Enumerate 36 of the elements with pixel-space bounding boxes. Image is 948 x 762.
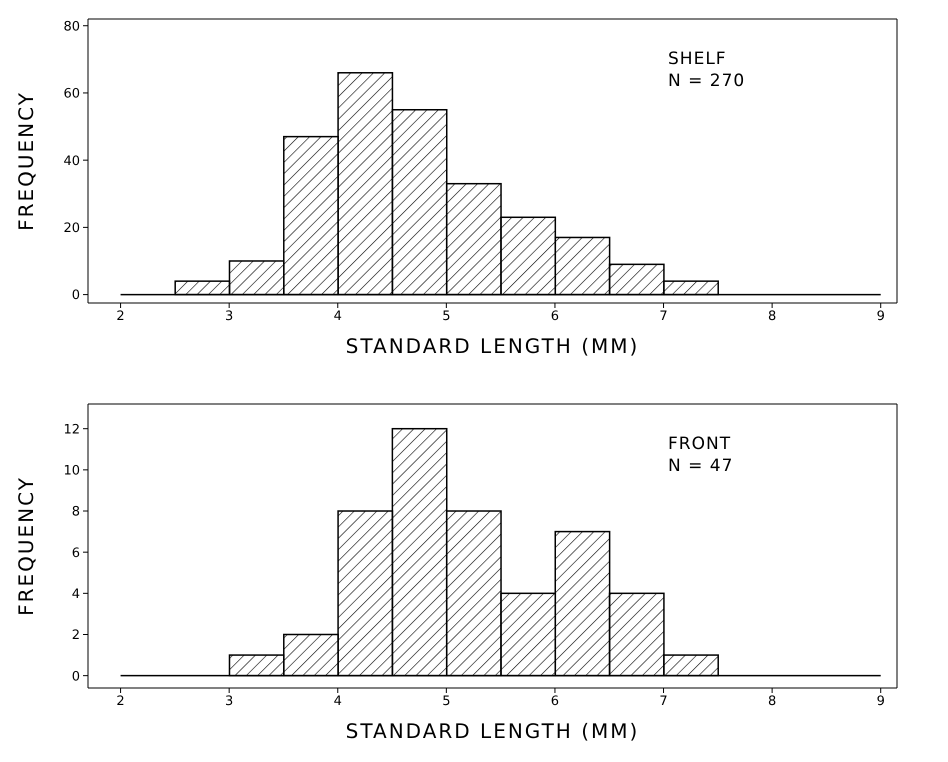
x-tick-label: 7 — [659, 309, 668, 324]
y-axis-title: FREQUENCY — [14, 91, 38, 231]
y-tick-label: 4 — [72, 586, 80, 602]
annotation: FRONT — [668, 433, 732, 455]
x-tick-label: 5 — [442, 309, 450, 324]
y-tick-label: 10 — [63, 463, 80, 478]
x-tick-label: 8 — [768, 694, 776, 710]
y-tick-label: 6 — [72, 546, 80, 561]
x-tick-label: 6 — [550, 694, 560, 710]
y-tick-label: 0 — [72, 288, 80, 304]
y-tick-label: 12 — [63, 422, 80, 438]
x-axis-title: STANDARD LENGTH (MM) — [346, 719, 640, 743]
x-tick-label: 9 — [876, 694, 885, 710]
x-tick-label: 3 — [225, 309, 234, 324]
y-tick-label: 8 — [72, 504, 80, 520]
y-tick-label: 80 — [63, 19, 80, 34]
x-tick-label: 2 — [116, 309, 125, 324]
x-tick-label: 7 — [659, 694, 668, 710]
x-tick-label: 2 — [116, 694, 125, 710]
x-tick-label: 4 — [334, 309, 342, 324]
x-axis-title: STANDARD LENGTH (MM) — [346, 334, 640, 358]
x-tick-label: 8 — [768, 309, 776, 324]
annotation: N = 47 — [668, 455, 734, 477]
annotation: N = 270 — [668, 70, 746, 92]
y-tick-label: 2 — [72, 628, 80, 644]
x-tick-label: 6 — [550, 309, 560, 324]
y-tick-label: 0 — [72, 669, 80, 684]
y-axis-title: FREQUENCY — [14, 476, 38, 616]
y-tick-label: 40 — [63, 154, 80, 169]
x-tick-label: 5 — [442, 694, 450, 710]
annotation: SHELF — [668, 48, 728, 70]
x-tick-label: 4 — [334, 694, 342, 710]
x-tick-label: 3 — [225, 694, 234, 710]
x-tick-label: 9 — [876, 309, 885, 324]
y-tick-label: 20 — [63, 220, 80, 236]
y-tick-label: 60 — [63, 86, 80, 102]
